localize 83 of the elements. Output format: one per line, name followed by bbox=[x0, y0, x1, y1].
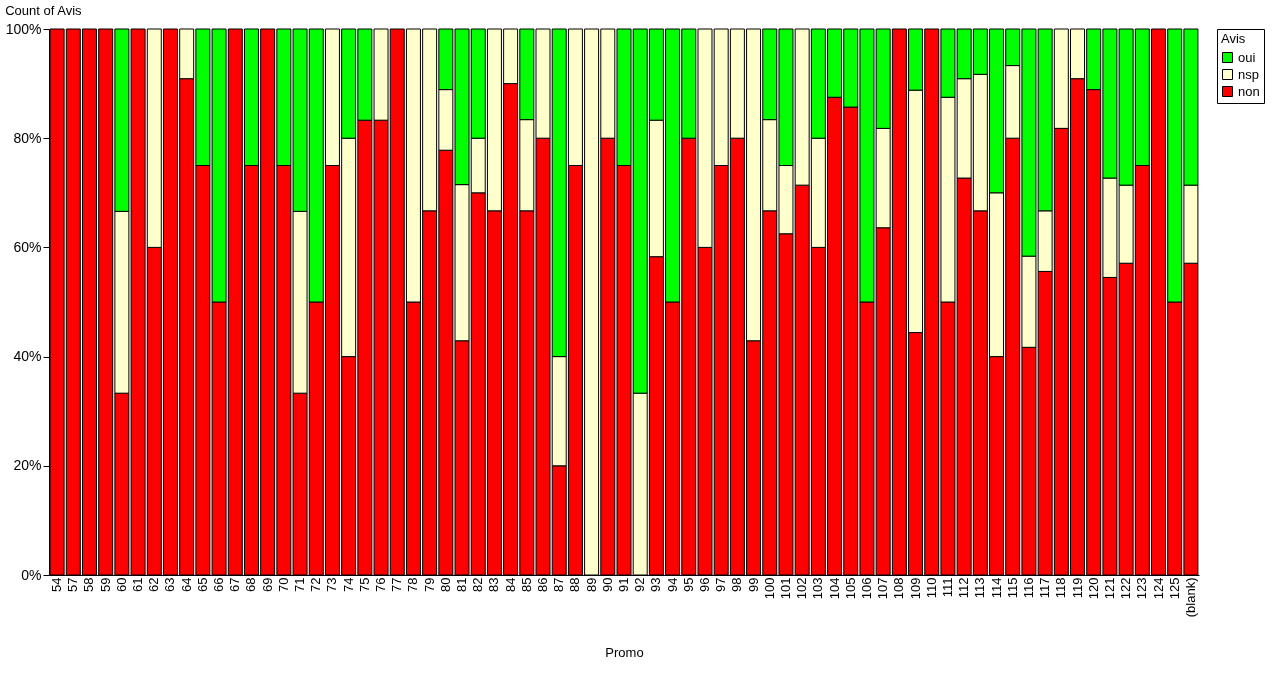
x-tick-label: 70 bbox=[275, 577, 291, 592]
x-tick-label: 71 bbox=[292, 577, 308, 592]
x-tick-label: 99 bbox=[745, 577, 761, 592]
x-tick-label: 118 bbox=[1053, 577, 1069, 599]
x-tick-label: 107 bbox=[875, 577, 891, 600]
x-tick-label: 54 bbox=[49, 577, 65, 592]
x-tick-label: 63 bbox=[162, 577, 178, 592]
x-tick-label: 64 bbox=[178, 577, 194, 592]
x-tick-label: 115 bbox=[1004, 577, 1020, 599]
x-tick-label: 117 bbox=[1037, 577, 1053, 599]
x-tick-label: 121 bbox=[1101, 577, 1117, 600]
x-tick-label: 67 bbox=[227, 577, 243, 592]
x-tick-label: 97 bbox=[713, 577, 729, 592]
x-tick-label: 88 bbox=[567, 577, 583, 592]
x-tick-label: 100 bbox=[761, 577, 777, 600]
x-tick-label: 69 bbox=[259, 577, 275, 592]
x-tick-label: (blank) bbox=[1182, 577, 1198, 618]
y-tick-label: 40% bbox=[13, 348, 42, 365]
x-tick-label: 82 bbox=[470, 577, 486, 592]
x-tick-label: 79 bbox=[421, 577, 437, 592]
x-tick-label: 90 bbox=[599, 577, 615, 592]
x-tick-label: 105 bbox=[842, 577, 858, 600]
x-tick-label: 73 bbox=[324, 577, 340, 592]
y-tick-label: 0% bbox=[21, 566, 42, 583]
x-tick-label: 116 bbox=[1020, 577, 1036, 599]
x-tick-label: 75 bbox=[356, 577, 372, 592]
x-tick-label: 93 bbox=[648, 577, 664, 592]
x-tick-label: 110 bbox=[923, 577, 939, 599]
x-tick-label: 61 bbox=[130, 577, 146, 592]
x-tick-label: 95 bbox=[680, 577, 696, 592]
x-tick-label: 80 bbox=[437, 577, 453, 592]
x-tick-label: 101 bbox=[777, 577, 793, 600]
x-tick-label: 62 bbox=[146, 577, 162, 592]
x-tick-label: 122 bbox=[1118, 577, 1134, 600]
x-tick-label: 76 bbox=[373, 577, 389, 592]
x-tick-label: 57 bbox=[65, 577, 81, 592]
y-tick-label: 20% bbox=[13, 457, 42, 474]
x-tick-label: 65 bbox=[194, 577, 210, 592]
x-tick-label: 58 bbox=[81, 577, 97, 592]
x-tick-label: 124 bbox=[1150, 577, 1166, 600]
x-tick-label: 89 bbox=[583, 577, 599, 592]
legend-label: oui bbox=[1238, 49, 1256, 65]
x-tick-label: 123 bbox=[1134, 577, 1150, 600]
x-tick-label: 91 bbox=[616, 577, 631, 592]
x-tick-label: 106 bbox=[858, 577, 874, 600]
x-tick-label: 72 bbox=[308, 577, 324, 592]
x-tick-label: 102 bbox=[794, 577, 810, 600]
x-axis-title: Promo bbox=[605, 645, 644, 661]
x-tick-label: 111 bbox=[939, 577, 955, 598]
x-tick-label: 104 bbox=[826, 577, 842, 600]
x-tick-label: 108 bbox=[891, 577, 907, 600]
x-tick-label: 119 bbox=[1069, 577, 1085, 599]
x-tick-label: 83 bbox=[486, 577, 502, 592]
x-tick-label: 113 bbox=[972, 577, 988, 599]
x-tick-label: 86 bbox=[535, 577, 551, 592]
x-tick-label: 94 bbox=[664, 577, 680, 592]
x-tick-label: 125 bbox=[1166, 577, 1182, 600]
x-tick-label: 85 bbox=[518, 577, 534, 592]
x-tick-label: 114 bbox=[988, 577, 1004, 599]
x-tick-label: 77 bbox=[389, 577, 405, 592]
legend-title: Avis bbox=[1221, 31, 1246, 46]
x-tick-label: 60 bbox=[113, 577, 129, 592]
x-tick-label: 112 bbox=[956, 577, 972, 599]
x-tick-label: 92 bbox=[632, 577, 648, 592]
y-tick-label: 60% bbox=[13, 238, 42, 255]
x-tick-label: 96 bbox=[696, 577, 712, 592]
x-tick-label: 98 bbox=[729, 577, 745, 592]
x-tick-label: 59 bbox=[97, 577, 113, 592]
x-tick-label: 103 bbox=[810, 577, 826, 600]
x-tick-label: 74 bbox=[340, 577, 356, 592]
x-tick-label: 66 bbox=[211, 577, 227, 592]
chart-title: Count of Avis bbox=[5, 3, 83, 18]
y-tick-label: 100% bbox=[5, 20, 42, 37]
y-tick-label: 80% bbox=[13, 129, 42, 146]
legend-label: non bbox=[1238, 83, 1260, 99]
x-tick-label: 68 bbox=[243, 577, 259, 592]
x-tick-label: 87 bbox=[551, 577, 567, 592]
legend-label: nsp bbox=[1238, 66, 1259, 82]
x-tick-label: 78 bbox=[405, 577, 421, 592]
x-tick-label: 84 bbox=[502, 577, 518, 592]
x-tick-label: 81 bbox=[454, 577, 470, 592]
x-tick-label: 120 bbox=[1085, 577, 1101, 600]
x-tick-label: 109 bbox=[907, 577, 923, 600]
